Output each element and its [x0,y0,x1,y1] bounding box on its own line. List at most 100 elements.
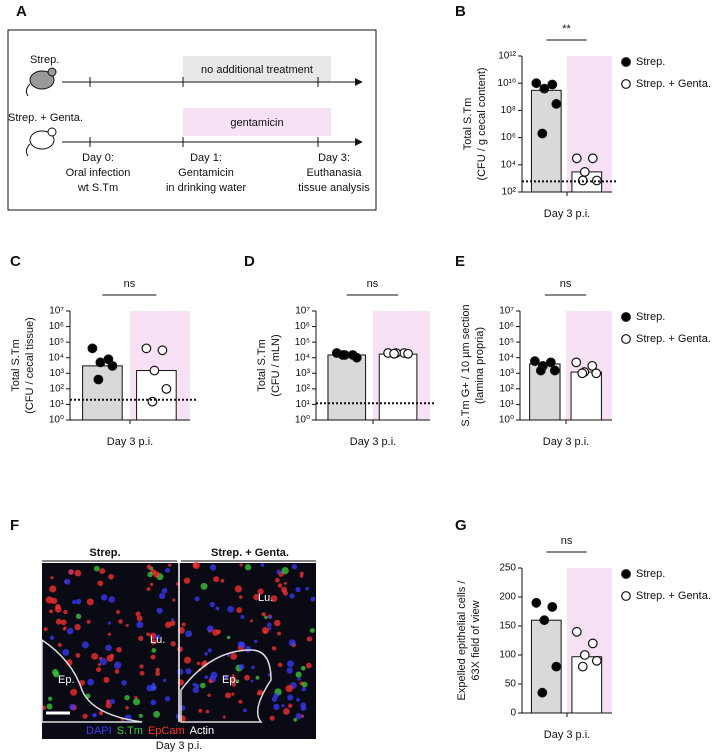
x-axis-label: Day 3 p.i. [543,436,589,448]
cell [185,630,193,638]
y-tick-label: 10³ [296,368,311,379]
legend-marker [621,79,631,89]
cell [305,662,312,669]
bar [82,365,123,421]
cell [209,601,215,608]
data-point [531,78,542,89]
day-label: Day 0: [82,152,114,164]
cell [164,696,171,702]
cell [116,646,122,653]
data-point [577,368,588,379]
y-tick-label: 10¹ [500,399,515,410]
cell [261,626,269,634]
cell [47,696,53,701]
cell [177,668,184,675]
cell [215,606,220,611]
cell [70,688,78,696]
cell [108,573,114,580]
cell [270,595,278,603]
cell [227,605,235,613]
y-tick-label: 10⁵ [295,337,310,348]
data-point [351,352,362,363]
cell [184,656,192,664]
cell [42,705,46,710]
panel-letter: G [455,517,467,534]
cell [238,664,245,670]
cell [75,598,82,605]
cell [271,646,277,651]
cell [254,639,258,644]
legend-label: Strep. [636,568,665,580]
x-axis-label: Day 3 p.i. [544,208,590,220]
cell [287,660,294,668]
cell [125,705,129,710]
cell [114,669,120,674]
data-point [587,153,598,164]
significance-label: ns [560,278,572,290]
cell [207,648,212,653]
cell [192,562,200,570]
cell [68,569,74,575]
cell [300,665,306,671]
y-tick-label: 10⁷ [295,306,310,317]
cell [177,646,183,653]
y-tick-label: 10⁶ [295,321,310,332]
y-tick-label: 10⁴ [295,352,310,363]
stain-label: S.Tm [117,725,143,737]
cell [69,703,76,710]
y-tick-label: 10⁰ [49,415,64,426]
micrograph-texture [41,562,316,723]
y-axis-label: S.Tm G+ / 10 µm section [460,304,472,426]
cell [299,571,304,576]
y-axis-label: (lamina propria) [474,327,486,404]
cell [136,621,144,629]
cell [255,675,260,680]
y-tick-label: 200 [499,592,516,603]
y-tick-label: 10¹⁰ [498,78,516,89]
cell [169,620,176,627]
cell [99,711,104,716]
data-point [93,374,104,385]
cell [168,563,172,567]
legend-label: Strep. [636,311,665,323]
cell [266,622,272,628]
epithelium [41,638,143,723]
cell [198,708,203,713]
cell [194,596,200,602]
group-label: Strep. [30,54,59,66]
cell [170,641,176,647]
data-point [149,365,160,376]
data-point [537,687,548,698]
y-tick-label: 10⁷ [49,306,64,317]
cell [46,703,53,710]
timeline-ticks [89,77,319,147]
epithelium [180,649,272,723]
cell [206,625,214,633]
data-point [87,343,98,354]
data-point [95,357,106,368]
y-axis-label: Total S.Tm [462,98,474,151]
bar [570,371,602,421]
data-point [587,360,598,371]
cell [253,593,260,601]
cell [150,654,156,660]
cell [108,596,116,603]
day-label: Day 3: [318,152,350,164]
cell [87,678,95,686]
y-tick-label: 10⁵ [499,337,514,348]
cell [220,578,225,583]
cell [230,653,238,660]
legend-marker [621,312,631,322]
cell [236,607,243,614]
cell [260,563,265,567]
cell [86,619,91,624]
bar [327,354,367,421]
cell [281,704,285,708]
y-tick-label: 10² [500,383,515,394]
cell [155,667,160,673]
cell [109,699,115,705]
cell [283,590,288,596]
cell [305,586,309,591]
cell [296,697,300,702]
